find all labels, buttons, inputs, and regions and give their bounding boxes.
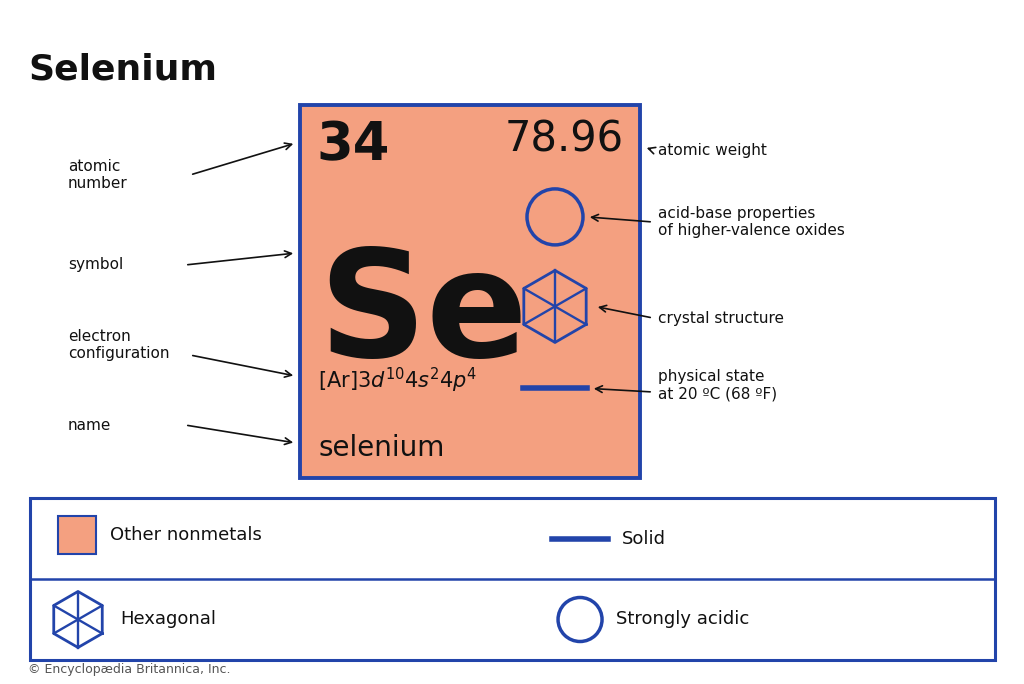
- Text: Solid: Solid: [622, 529, 666, 547]
- FancyBboxPatch shape: [300, 105, 640, 478]
- Text: symbol: symbol: [68, 257, 123, 272]
- Text: 34: 34: [316, 119, 389, 171]
- Text: © Encyclopædia Britannica, Inc.: © Encyclopædia Britannica, Inc.: [28, 663, 230, 676]
- Text: 78.96: 78.96: [505, 119, 624, 161]
- Text: $\mathregular{[Ar]3}d^{10}\mathregular{4}s^{2}\mathregular{4}p^{4}$: $\mathregular{[Ar]3}d^{10}\mathregular{4…: [318, 366, 477, 395]
- Text: physical state
at 20 ºC (68 ºF): physical state at 20 ºC (68 ºF): [658, 369, 777, 402]
- FancyBboxPatch shape: [30, 498, 995, 660]
- Text: Hexagonal: Hexagonal: [120, 611, 216, 629]
- Text: selenium: selenium: [318, 434, 444, 462]
- Text: Strongly acidic: Strongly acidic: [616, 611, 750, 629]
- Text: atomic weight: atomic weight: [658, 142, 767, 157]
- Text: Selenium: Selenium: [28, 52, 217, 86]
- Text: crystal structure: crystal structure: [658, 311, 784, 326]
- Text: name: name: [68, 417, 112, 432]
- Text: Other nonmetals: Other nonmetals: [110, 526, 262, 544]
- Text: atomic
number: atomic number: [68, 159, 128, 192]
- Text: Se: Se: [318, 243, 527, 388]
- Text: acid-base properties
of higher-valence oxides: acid-base properties of higher-valence o…: [658, 206, 845, 238]
- Text: electron
configuration: electron configuration: [68, 329, 170, 361]
- FancyBboxPatch shape: [58, 516, 96, 554]
